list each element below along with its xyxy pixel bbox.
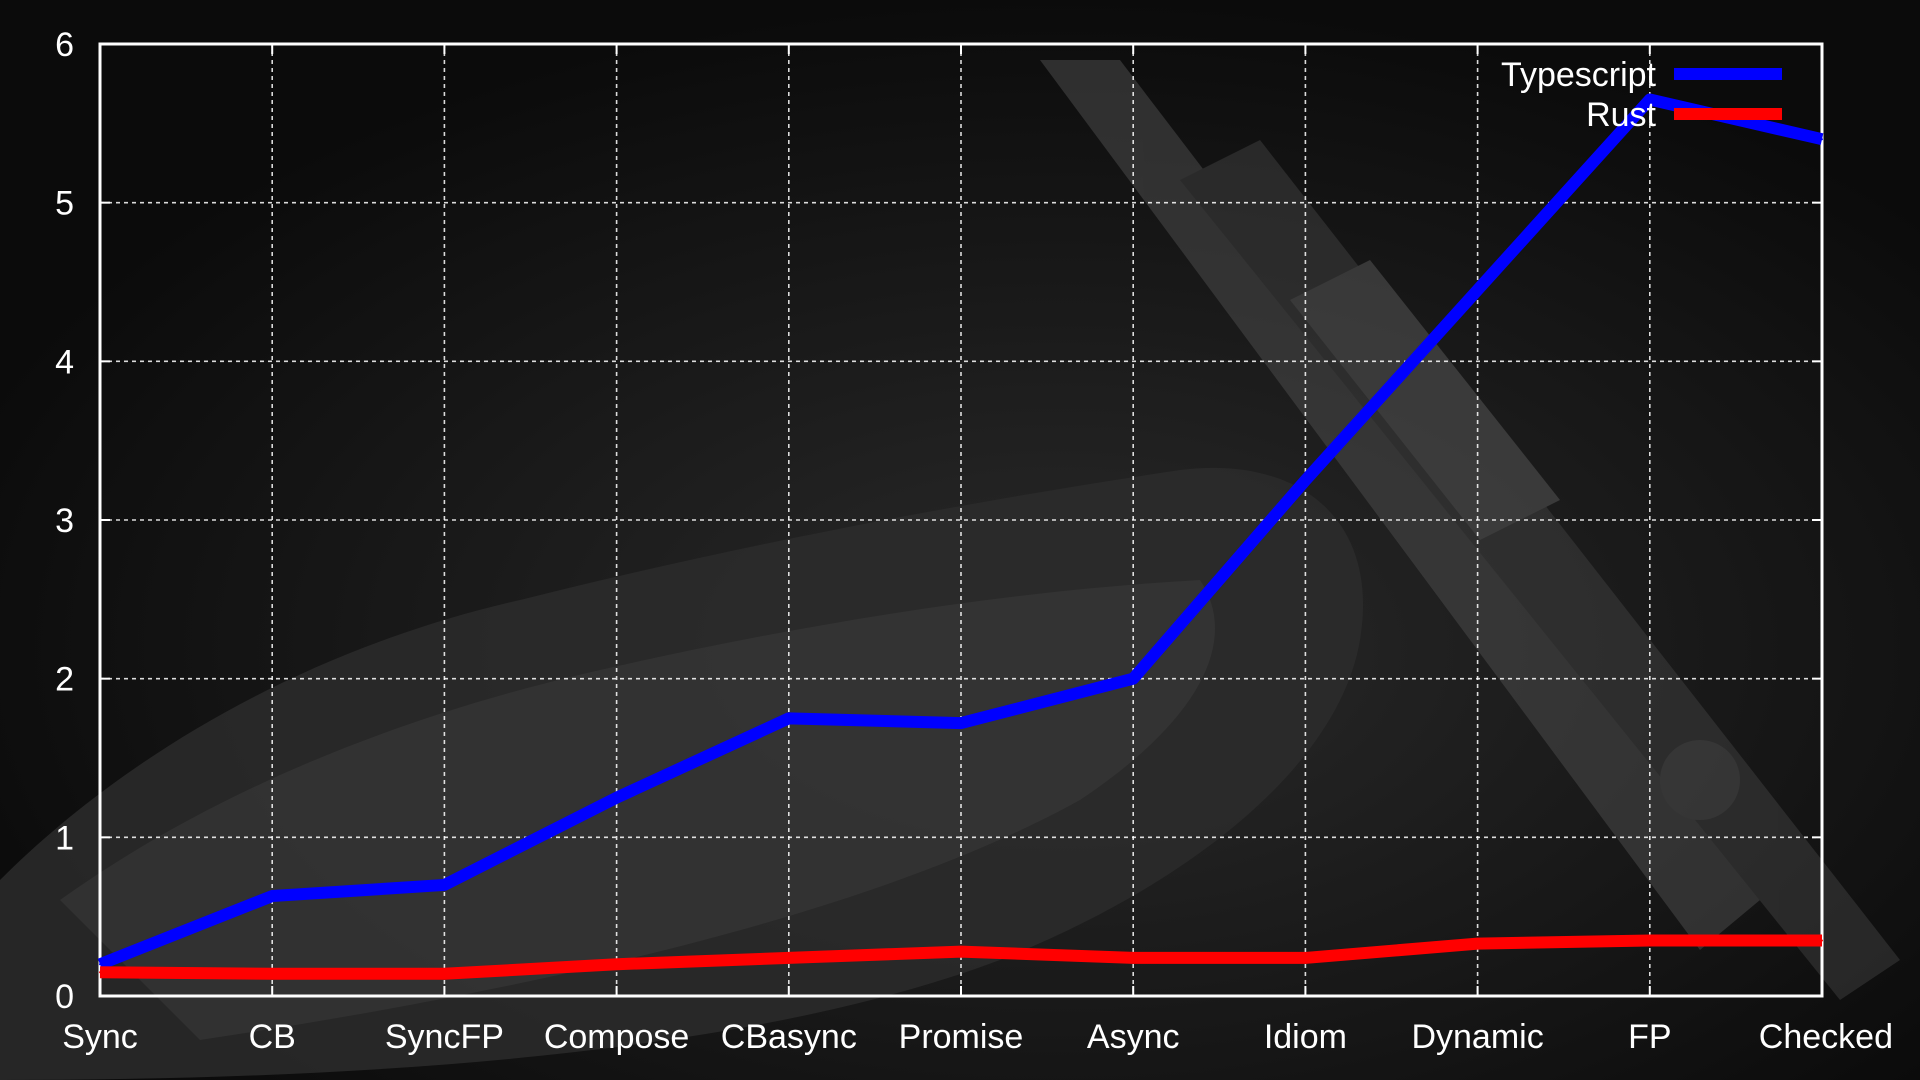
x-tick-label: Dynamic xyxy=(1411,1018,1543,1056)
data-point-rust xyxy=(1476,942,1479,945)
x-axis-ticks: Sync CB SyncFP Compose CBasync Promise Async Id… xyxy=(62,44,1893,1056)
data-point-typescript xyxy=(615,796,618,799)
data-point-typescript xyxy=(787,717,790,720)
data-point-rust xyxy=(1821,939,1823,942)
data-point-rust xyxy=(615,963,618,966)
data-point-typescript xyxy=(1132,677,1135,680)
data-point-typescript xyxy=(99,963,101,966)
x-tick-label: SyncFP xyxy=(385,1018,504,1056)
data-point-rust xyxy=(787,956,790,959)
x-tick-label: CBasync xyxy=(721,1018,857,1056)
data-point-typescript xyxy=(1821,138,1823,141)
data-point-rust xyxy=(1304,956,1307,959)
data-point-rust xyxy=(1648,939,1651,942)
x-tick-label: Compose xyxy=(544,1018,690,1056)
data-point-rust xyxy=(1132,956,1135,959)
series-layer xyxy=(97,93,1824,980)
data-point-typescript xyxy=(1304,479,1307,482)
x-tick-label: CB xyxy=(249,1018,296,1056)
data-point-rust xyxy=(443,972,446,975)
grid xyxy=(100,44,1822,996)
data-point-rust xyxy=(960,950,962,953)
legend-label-typescript: Typescript xyxy=(1501,56,1656,94)
x-tick-label: FP xyxy=(1628,1018,1671,1056)
x-tick-label: Promise xyxy=(899,1018,1024,1056)
x-tick-label: Checked xyxy=(1759,1018,1893,1056)
y-tick-label: 1 xyxy=(55,819,74,857)
y-tick-label: 4 xyxy=(55,343,74,381)
data-point-typescript xyxy=(443,883,446,886)
y-axis-ticks: 0 1 2 3 4 5 6 xyxy=(55,26,1822,1016)
y-tick-label: 0 xyxy=(55,978,74,1016)
y-tick-label: 2 xyxy=(55,661,74,699)
y-tick-label: 6 xyxy=(55,26,74,64)
data-point-typescript xyxy=(271,895,274,898)
data-point-rust xyxy=(271,972,274,975)
data-point-typescript xyxy=(1648,98,1651,101)
y-tick-label: 5 xyxy=(55,185,74,223)
x-tick-label: Sync xyxy=(62,1018,138,1056)
data-point-typescript xyxy=(1476,288,1479,291)
legend-label-rust: Rust xyxy=(1586,96,1656,134)
y-tick-label: 3 xyxy=(55,502,74,540)
data-point-rust xyxy=(99,971,101,974)
data-point-typescript xyxy=(960,722,962,725)
x-tick-label: Async xyxy=(1087,1018,1180,1056)
x-tick-label: Idiom xyxy=(1264,1018,1347,1056)
